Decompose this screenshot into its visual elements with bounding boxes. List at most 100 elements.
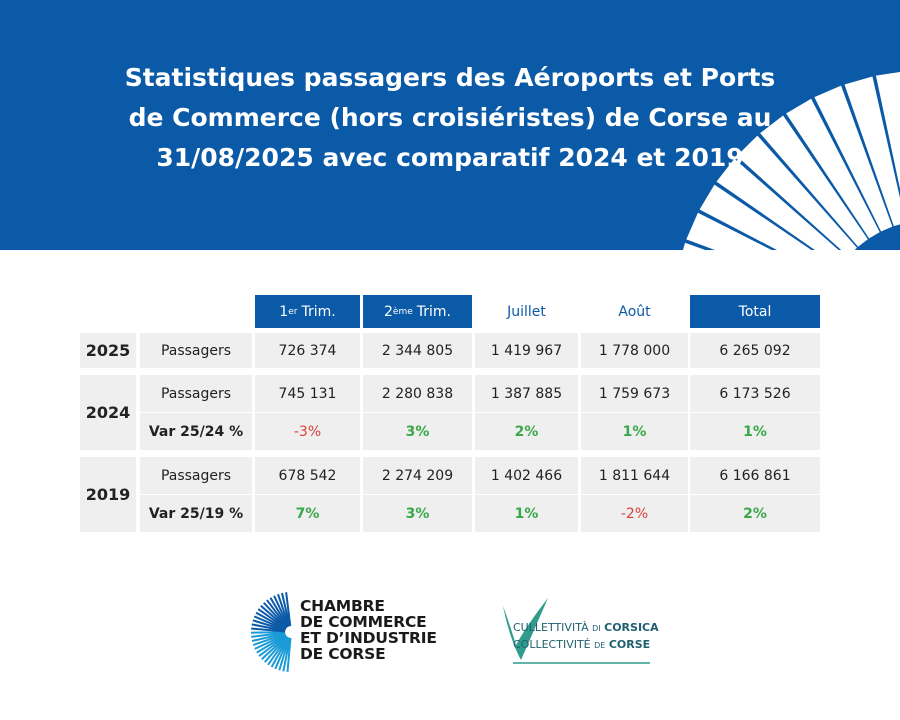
cci-ray <box>262 602 288 629</box>
cci-ray <box>264 635 288 663</box>
data-cell: -3% <box>255 413 360 450</box>
cci-ray <box>286 637 292 672</box>
data-cell: 1 759 673 <box>581 375 688 412</box>
ray <box>699 184 812 250</box>
cci-ray <box>278 637 291 671</box>
cci-line: ET D’INDUSTRIE <box>300 629 437 647</box>
cci-ray <box>255 611 287 630</box>
col-text: Total <box>738 303 772 320</box>
cci-ray <box>260 605 288 629</box>
row-label: Var 25/24 % <box>140 413 252 450</box>
ray <box>875 71 900 189</box>
cci-ray <box>252 633 286 646</box>
data-cell: 6 166 861 <box>690 457 820 494</box>
cci-ray <box>256 634 287 654</box>
cci-ray <box>285 592 292 627</box>
name-b: DE <box>594 641 606 650</box>
cci-line: DE CORSE <box>300 645 386 663</box>
data-cell: 678 542 <box>255 457 360 494</box>
data-cell: 7% <box>255 495 360 532</box>
data-cell: 3% <box>363 413 472 450</box>
cci-ray <box>281 592 291 627</box>
cci-ray <box>269 597 289 628</box>
year-cell: 2019 <box>80 457 136 532</box>
cci-ray <box>258 634 287 657</box>
cci-line: CHAMBRE <box>300 597 385 615</box>
cci-ray <box>251 623 286 632</box>
row-label: Passagers <box>140 457 252 494</box>
column-header: 1 er Trim. <box>255 295 360 328</box>
name-a: CULLETTIVITÀ <box>513 621 589 634</box>
cci-ray <box>273 595 290 627</box>
collectivite-line: CULLETTIVITÀ DI CORSICA <box>513 620 659 637</box>
data-cell: 2 344 805 <box>363 333 472 368</box>
column-header: Juillet <box>475 295 578 328</box>
col-num: 1 <box>279 303 289 320</box>
data-cell: 745 131 <box>255 375 360 412</box>
row-label: Passagers <box>140 375 252 412</box>
data-cell: 3% <box>363 495 472 532</box>
ray <box>682 242 706 250</box>
ray <box>736 135 857 250</box>
data-cell: 1% <box>581 413 688 450</box>
col-text: Juillet <box>507 303 546 320</box>
cci-logo-text: CHAMBRE DE COMMERCE ET D’INDUSTRIE DE CORSE <box>300 598 437 662</box>
col-num: 2 <box>384 303 393 320</box>
data-cell: 1% <box>475 495 578 532</box>
data-cell: 2 274 209 <box>363 457 472 494</box>
cci-ray <box>251 632 286 642</box>
column-header: Août <box>581 295 688 328</box>
cci-ray <box>251 631 286 638</box>
year-cell: 2024 <box>80 375 136 450</box>
cci-ray <box>257 608 287 630</box>
cci-ray <box>261 635 288 661</box>
data-cell: 1 387 885 <box>475 375 578 412</box>
ray <box>716 158 839 250</box>
cci-ray <box>267 636 289 666</box>
data-cell: -2% <box>581 495 688 532</box>
col-text: Trim. <box>416 303 451 320</box>
data-cell: 2% <box>475 413 578 450</box>
name-c: CORSE <box>608 638 651 651</box>
data-cell: 1% <box>690 413 820 450</box>
col-text: Août <box>618 303 651 320</box>
cci-ray <box>254 633 286 650</box>
ray <box>760 115 868 247</box>
cci-ray <box>274 637 290 670</box>
title-line: de Commerce (hors croisiéristes) de Cors… <box>128 103 772 132</box>
title-line: 31/08/2025 avec comparatif 2024 et 2019 <box>156 143 744 172</box>
col-sup: er <box>288 306 298 317</box>
cci-ray <box>270 636 289 668</box>
data-cell: 2 280 838 <box>363 375 472 412</box>
ray <box>844 76 900 227</box>
cci-ray <box>277 593 290 627</box>
data-cell: 1 778 000 <box>581 333 688 368</box>
cci-ray <box>252 619 286 632</box>
cci-ray <box>250 631 286 634</box>
header-band <box>0 0 900 250</box>
data-cell: 726 374 <box>255 333 360 368</box>
name-a: COLLECTIVITÉ <box>513 638 591 651</box>
year-cell: 2025 <box>80 333 136 368</box>
name-b: DI <box>592 624 601 633</box>
name-c: CORSICA <box>604 621 659 634</box>
title-line: Statistiques passagers des Aéroports et … <box>124 63 776 92</box>
cci-ray <box>266 599 289 628</box>
row-label: Passagers <box>140 333 252 368</box>
col-text: Trim. <box>301 303 336 320</box>
data-cell: 6 265 092 <box>690 333 820 368</box>
row-label: Var 25/19 % <box>140 495 252 532</box>
column-header: Total <box>690 295 820 328</box>
column-header: 2 ème Trim. <box>363 295 472 328</box>
data-cell: 2% <box>690 495 820 532</box>
cci-ray <box>253 615 286 631</box>
cci-ray <box>282 637 291 672</box>
ray <box>786 98 880 239</box>
collectivite-line: COLLECTIVITÉ DE CORSE <box>513 637 659 654</box>
cci-ray <box>251 627 286 633</box>
cci-line: DE COMMERCE <box>300 613 427 631</box>
data-cell: 1 402 466 <box>475 457 578 494</box>
collectivite-logo-text: CULLETTIVITÀ DI CORSICA COLLECTIVITÉ DE C… <box>513 620 659 654</box>
data-cell: 1 811 644 <box>581 457 688 494</box>
